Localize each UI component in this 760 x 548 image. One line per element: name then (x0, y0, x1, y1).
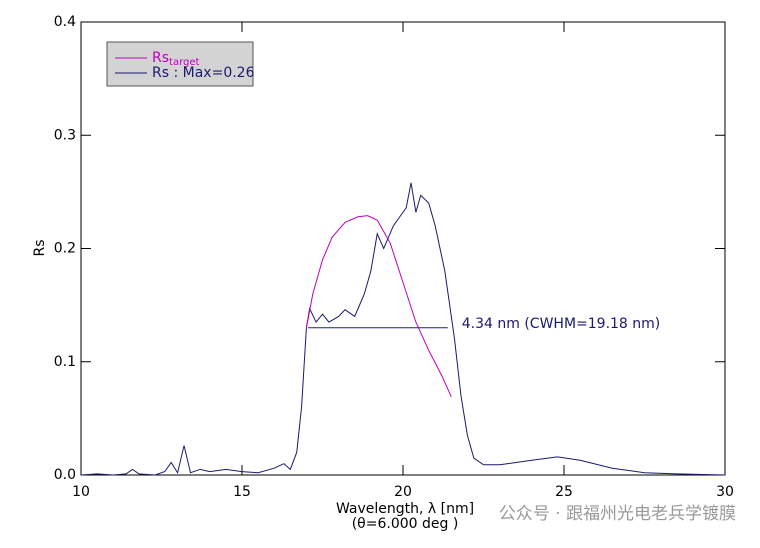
x-tick-label: 20 (394, 484, 412, 500)
annotation: 4.34 nm (CWHM=19.18 nm) (462, 316, 661, 332)
legend-name: Rs : Max=0.26 (152, 65, 255, 81)
x-tick-label: 15 (233, 484, 251, 500)
legend-label: Rs : Max=0.26 (152, 65, 255, 81)
x-tick-label: 25 (555, 484, 573, 500)
y-tick-label: 0.3 (54, 127, 76, 143)
plot-frame (80, 21, 726, 476)
y-tick-label: 0.1 (54, 354, 76, 370)
y-tick-label: 0.4 (54, 14, 76, 30)
x-axis-label-2: (θ=6.000 deg ) (352, 516, 459, 532)
data-line (80, 182, 726, 476)
data-line (305, 215, 452, 398)
x-tick-label: 10 (72, 484, 90, 500)
legend-box (106, 41, 254, 87)
y-axis-label: Rs (32, 239, 48, 256)
legend-subscript: target (169, 57, 199, 68)
legend-label: Rstarget (152, 50, 200, 68)
y-tick-label: 0.0 (54, 467, 76, 483)
legend-name: Rs (152, 50, 169, 66)
y-tick-label: 0.2 (54, 241, 76, 257)
x-tick-label: 30 (716, 484, 734, 500)
x-axis-label: Wavelength, λ [nm] (336, 501, 474, 517)
watermark: 公众号 · 跟福州光电老兵学镀膜 (499, 504, 736, 524)
